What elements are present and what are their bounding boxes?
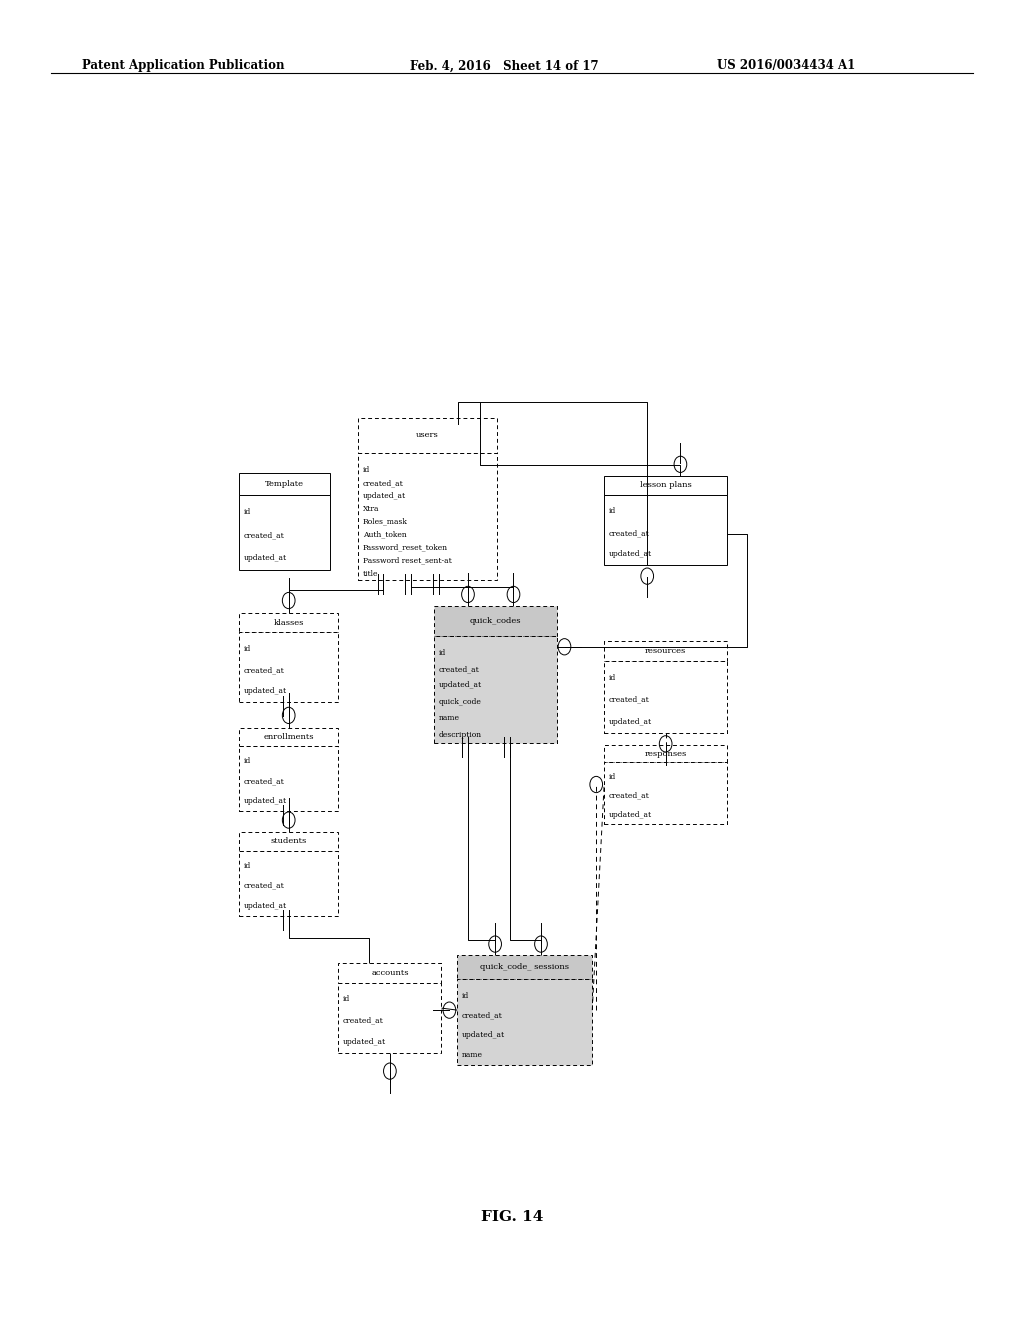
- Text: created_at: created_at: [362, 479, 403, 487]
- Bar: [240, 612, 338, 632]
- Bar: [604, 495, 727, 565]
- Text: klasses: klasses: [273, 619, 304, 627]
- Text: updated_at: updated_at: [609, 718, 652, 726]
- Text: id: id: [609, 507, 616, 516]
- Text: Roles_mask: Roles_mask: [362, 517, 408, 525]
- Text: updated_at: updated_at: [462, 1031, 505, 1039]
- Bar: [604, 661, 727, 733]
- Text: created_at: created_at: [609, 696, 649, 704]
- Text: Password reset_sent-at: Password reset_sent-at: [362, 557, 452, 565]
- Bar: [604, 475, 727, 495]
- Text: created_at: created_at: [244, 882, 285, 890]
- Bar: [433, 636, 557, 743]
- Text: id: id: [244, 508, 251, 516]
- Text: FIG. 14: FIG. 14: [481, 1210, 543, 1224]
- Text: resources: resources: [645, 647, 686, 655]
- Bar: [604, 642, 727, 661]
- Text: created_at: created_at: [462, 1012, 503, 1020]
- Bar: [240, 727, 338, 746]
- Text: updated_at: updated_at: [438, 681, 481, 689]
- Text: created_at: created_at: [609, 529, 649, 537]
- Text: responses: responses: [644, 750, 687, 758]
- Text: quick_code_ sessions: quick_code_ sessions: [480, 964, 569, 972]
- Text: description: description: [438, 731, 481, 739]
- Text: created_at: created_at: [244, 532, 285, 540]
- Text: title: title: [362, 570, 379, 578]
- Text: US 2016/0034434 A1: US 2016/0034434 A1: [717, 59, 855, 73]
- Bar: [604, 763, 727, 824]
- Bar: [338, 983, 441, 1053]
- Text: Feb. 4, 2016   Sheet 14 of 17: Feb. 4, 2016 Sheet 14 of 17: [410, 59, 598, 73]
- Text: updated_at: updated_at: [343, 1038, 386, 1047]
- Text: updated_at: updated_at: [609, 810, 652, 818]
- Text: created_at: created_at: [438, 665, 479, 673]
- Text: updated_at: updated_at: [362, 492, 407, 500]
- Text: id: id: [244, 862, 251, 870]
- Text: updated_at: updated_at: [244, 554, 287, 562]
- Bar: [458, 956, 592, 979]
- Text: users: users: [416, 432, 439, 440]
- Text: id: id: [244, 644, 251, 652]
- Text: created_at: created_at: [244, 667, 285, 675]
- Text: accounts: accounts: [371, 969, 409, 977]
- Text: id: id: [362, 466, 370, 474]
- Text: Password_reset_token: Password_reset_token: [362, 544, 449, 552]
- Text: updated_at: updated_at: [244, 797, 287, 805]
- Text: Xtra: Xtra: [362, 504, 380, 513]
- Text: updated_at: updated_at: [244, 902, 287, 909]
- Text: created_at: created_at: [343, 1016, 384, 1024]
- Bar: [358, 417, 497, 453]
- Text: Auth_token: Auth_token: [362, 531, 407, 539]
- Text: Patent Application Publication: Patent Application Publication: [82, 59, 285, 73]
- Text: name: name: [438, 714, 460, 722]
- Bar: [240, 833, 338, 850]
- Bar: [358, 453, 497, 581]
- Text: id: id: [343, 995, 350, 1003]
- Text: enrollments: enrollments: [263, 733, 314, 741]
- Text: id: id: [462, 993, 469, 1001]
- Text: lesson plans: lesson plans: [640, 482, 691, 490]
- Text: quick_code: quick_code: [438, 698, 481, 706]
- Bar: [433, 606, 557, 636]
- Bar: [604, 744, 727, 763]
- Text: name: name: [462, 1051, 483, 1059]
- Bar: [240, 746, 338, 810]
- Text: created_at: created_at: [244, 777, 285, 785]
- Text: students: students: [270, 837, 307, 845]
- Text: id: id: [609, 675, 616, 682]
- Text: id: id: [438, 648, 445, 656]
- Bar: [240, 495, 331, 570]
- Text: id: id: [244, 758, 251, 766]
- Bar: [240, 632, 338, 702]
- Bar: [240, 850, 338, 916]
- Text: updated_at: updated_at: [609, 550, 652, 558]
- Text: Template: Template: [265, 480, 304, 488]
- Bar: [338, 964, 441, 983]
- Text: id: id: [609, 772, 616, 780]
- Text: created_at: created_at: [609, 792, 649, 800]
- Bar: [458, 979, 592, 1065]
- Bar: [240, 474, 331, 495]
- Text: quick_codes: quick_codes: [469, 616, 521, 624]
- Text: updated_at: updated_at: [244, 688, 287, 696]
